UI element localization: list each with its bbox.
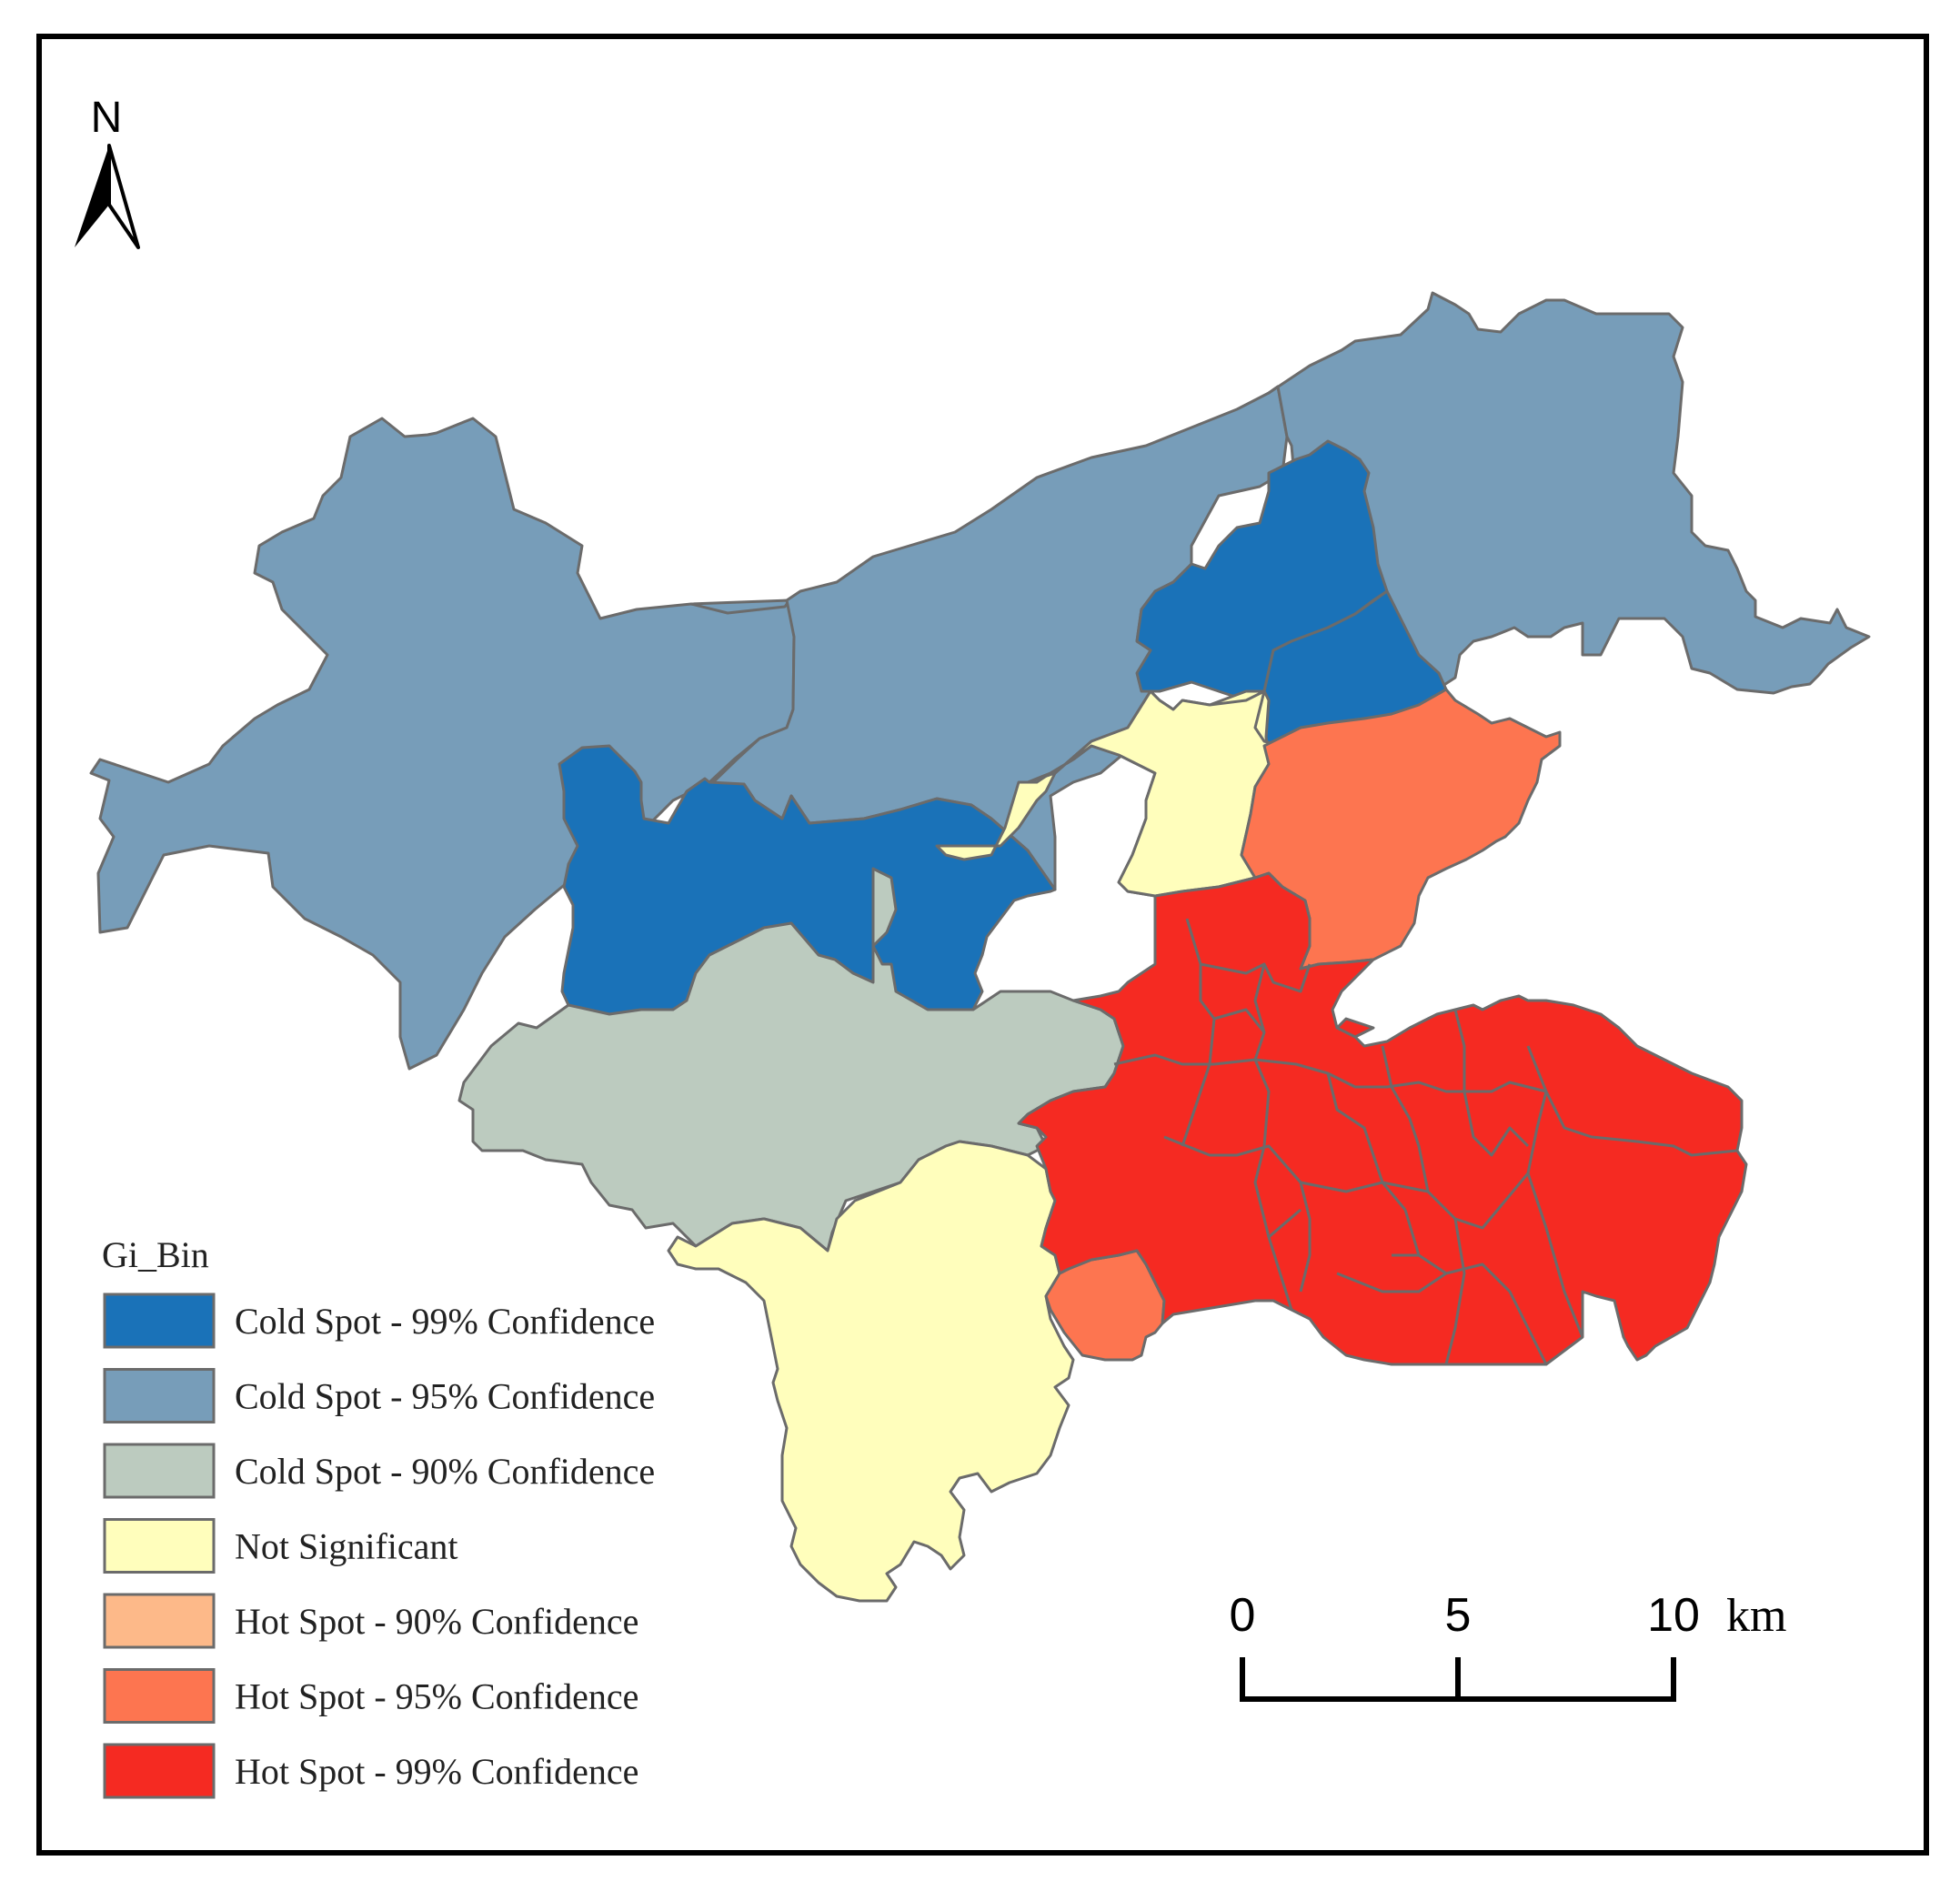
legend-label-4: Hot Spot - 90% Confidence	[235, 1601, 638, 1642]
region-central-cold99	[558, 744, 1057, 1016]
legend-swatch-0	[103, 1293, 216, 1349]
north-arrow-icon	[75, 146, 109, 247]
legend-swatch-1	[103, 1368, 216, 1423]
legend-label-1: Cold Spot - 95% Confidence	[235, 1376, 655, 1417]
legend-title: Gi_Bin	[102, 1234, 209, 1275]
north-label: N	[91, 94, 123, 142]
scale-label-10: 10	[1647, 1589, 1700, 1642]
legend-label-3: Not Significant	[235, 1526, 458, 1567]
legend-swatch-3	[103, 1518, 216, 1574]
legend-items: Cold Spot - 99% Confidence Cold Spot - 95…	[103, 1293, 655, 1799]
scale-unit: km	[1726, 1590, 1786, 1642]
legend-label-0: Cold Spot - 99% Confidence	[235, 1301, 655, 1342]
north-arrow: N	[75, 94, 140, 249]
legend-swatch-2	[103, 1443, 216, 1499]
legend-swatch-5	[103, 1668, 216, 1724]
scale-label-0: 0	[1230, 1589, 1256, 1642]
scale-bar-line	[1240, 1657, 1676, 1702]
legend-label-5: Hot Spot - 95% Confidence	[235, 1676, 638, 1717]
legend-swatch-4	[103, 1593, 216, 1649]
legend-label-2: Cold Spot - 90% Confidence	[235, 1451, 655, 1492]
district-boundaries	[1113, 918, 1738, 1365]
scale-bar: 0 5 10 km	[1230, 1589, 1786, 1702]
region-south-ns	[667, 1140, 1075, 1603]
legend-label-6: Hot Spot - 99% Confidence	[235, 1751, 638, 1792]
scale-label-5: 5	[1445, 1589, 1472, 1642]
map-regions	[89, 291, 1871, 1603]
legend-swatch-6	[103, 1743, 216, 1799]
